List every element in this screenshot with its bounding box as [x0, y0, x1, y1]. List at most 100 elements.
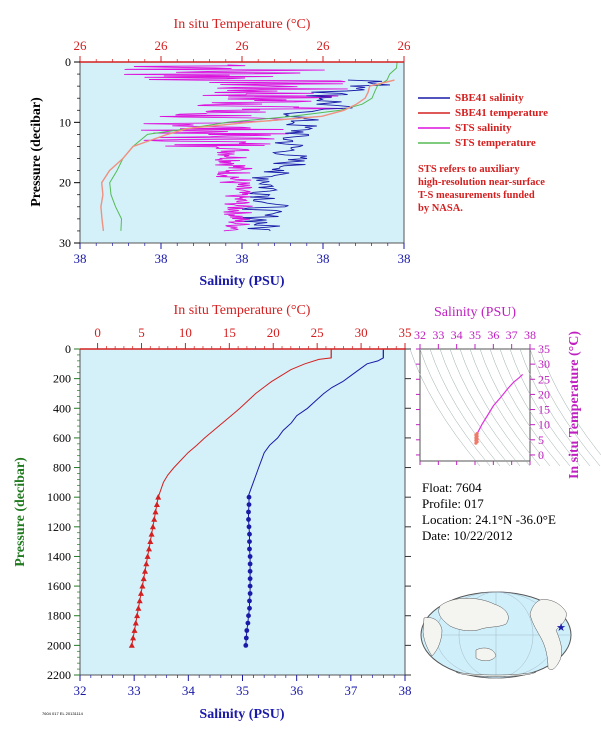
density-contour [479, 348, 551, 467]
temperature-sample-point [134, 612, 141, 619]
near-surface-chart: 26 38 26 38 26 38 26 38 26 38 0 10 20 30 In situ Temp… [29, 17, 548, 289]
legend-label-sbe41-temperature: SBE41 temperature [455, 107, 548, 119]
near-surface-top-axis-label: In situ Temperature (°C) [174, 17, 311, 32]
temperature-sample-point [130, 634, 137, 641]
legend-label-sbe41-salinity: SBE41 salinity [455, 92, 524, 104]
date-value: 10/22/2012 [453, 528, 513, 543]
ts-temperature-tick-label: 10 [538, 418, 550, 432]
ts-temperature-tick-label: 30 [538, 357, 550, 371]
float-info-block: Float: 7604 Profile: 017 Location: 24.1°… [422, 480, 556, 544]
near-surface-y-axis-label: Pressure (decibar) [29, 97, 44, 207]
salinity-tick-label: 34 [182, 683, 196, 698]
temperature-tick-label: 35 [399, 325, 412, 340]
near-surface-temperature-tick-label: 26 [155, 38, 169, 53]
temperature-tick-label: 25 [311, 325, 324, 340]
ts-temperature-tick-label: 5 [538, 433, 544, 447]
temperature-tick-label: 10 [179, 325, 192, 340]
ts-temperature-tick-label: 0 [538, 448, 544, 462]
temperature-sample-point [144, 553, 151, 559]
salinity-sample-point [247, 568, 253, 574]
float-value: 7604 [455, 480, 482, 495]
density-contour [519, 348, 591, 467]
temperature-sample-point [135, 605, 142, 611]
full-profile-axes: 32 33 34 35 36 37 38 0 5 10 15 20 25 30 35 0 200 400 600 80… [47, 325, 412, 698]
ts-salinity-tick-label: 37 [506, 328, 518, 342]
pressure-tick-label: 2000 [47, 638, 71, 652]
salinity-tick-label: 37 [344, 683, 358, 698]
density-contour [429, 348, 501, 467]
density-contour [439, 348, 511, 467]
ts-salinity-tick-label: 38 [524, 328, 536, 342]
ts-sample-point [475, 432, 479, 436]
density-contour [509, 348, 581, 467]
location-value: 24.1°N -36.0°E [475, 512, 556, 527]
density-contour [499, 348, 571, 467]
sbe41-temperature-trace [100, 79, 395, 231]
temperature-sample-point [149, 523, 156, 530]
near-surface-salinity-tick-label: 38 [236, 251, 249, 266]
map-continents [422, 598, 567, 677]
near-surface-pressure-tick-label: 30 [59, 236, 71, 250]
density-contour [449, 348, 521, 467]
pressure-tick-label: 600 [53, 431, 71, 445]
ts-right-axis-label: In situ Temperature (°C) [567, 331, 582, 479]
temperature-sample-point [148, 531, 155, 537]
pressure-tick-label: 0 [65, 342, 71, 356]
profile-label: Profile: [422, 496, 461, 511]
density-contour [539, 348, 601, 456]
ts-temperature-tick-label: 35 [538, 342, 550, 356]
legend-label-sts-salinity: STS salinity [455, 122, 512, 134]
salinity-sample-point [247, 546, 252, 552]
note-line: by NASA. [418, 203, 463, 214]
note-line: high-resolution near-surface [418, 177, 545, 188]
temperature-tick-label: 30 [355, 325, 368, 340]
near-surface-axes: 26 38 26 38 26 38 26 38 26 38 0 10 20 30 [59, 38, 411, 266]
salinity-sample-point [243, 635, 249, 641]
sts-note: STS refers to auxiliary high-resolution … [418, 163, 588, 215]
temperature-sample-point [138, 590, 144, 596]
temperature-profile-line [157, 349, 332, 498]
full-profile-plot-area [79, 348, 406, 676]
salinity-sample-point [246, 517, 251, 522]
salinity-tick-label: 35 [236, 683, 249, 698]
temperature-tick-label: 15 [223, 325, 236, 340]
pressure-tick-label: 1400 [47, 549, 71, 563]
salinity-sample-point [247, 591, 253, 596]
salinity-sample-point [247, 605, 252, 611]
footer-code: 7604 017 EL 20131114 [42, 711, 83, 716]
continent-americas [529, 599, 567, 670]
density-contour [469, 348, 541, 467]
date-label: Date: [422, 528, 451, 543]
temperature-sample-point [153, 501, 160, 507]
near-surface-temperature-tick-label: 26 [236, 38, 250, 53]
salinity-sample-point [244, 628, 250, 633]
pressure-tick-label: 400 [53, 401, 71, 415]
salinity-sample-point [246, 524, 252, 530]
pressure-tick-label: 1800 [47, 609, 71, 623]
temperature-sample-point [146, 545, 152, 552]
sbe41-salinity-trace [242, 79, 391, 232]
salinity-tick-label: 36 [290, 683, 304, 698]
ts-salinity-tick-label: 32 [414, 328, 426, 342]
near-surface-salinity-tick-label: 38 [74, 251, 87, 266]
near-surface-salinity-tick-label: 38 [317, 251, 330, 266]
note-line: T-S measurements funded [418, 190, 535, 201]
ts-salinity-tick-label: 34 [451, 328, 463, 342]
ts-temperature-tick-label: 20 [538, 387, 550, 401]
salinity-sample-point [247, 576, 253, 582]
pressure-tick-label: 1000 [47, 490, 71, 504]
full-profile-chart: 32 33 34 35 36 37 38 0 5 10 15 20 25 30 35 0 200 400 600 80… [13, 303, 412, 722]
pressure-tick-label: 800 [53, 461, 71, 475]
near-surface-legend: SBE41 salinity SBE41 temperature STS sal… [418, 92, 548, 149]
salinity-tick-label: 38 [399, 683, 412, 698]
temperature-tick-label: 20 [267, 325, 280, 340]
density-contour [459, 348, 531, 467]
profile-value: 017 [464, 496, 484, 511]
salinity-sample-point [246, 613, 251, 619]
ts-top-axis-label: Salinity (PSU) [434, 305, 516, 320]
ts-salinity-tick-label: 36 [487, 328, 499, 342]
near-surface-traces [100, 61, 398, 232]
ts-temperature-tick-label: 15 [538, 403, 550, 417]
salinity-sample-point [246, 502, 252, 507]
